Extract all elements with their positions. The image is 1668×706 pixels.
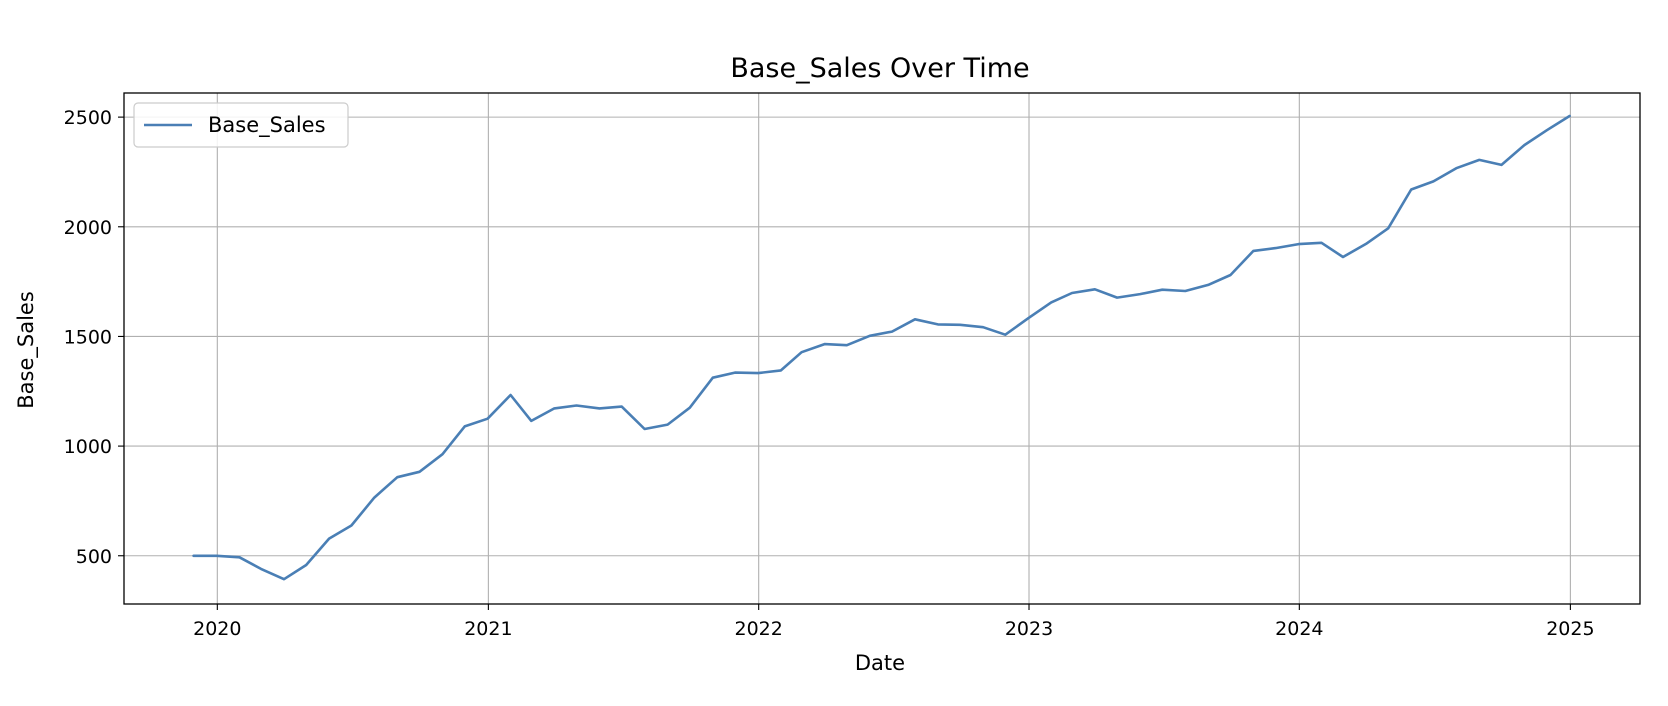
x-tick-label: 2020: [193, 618, 241, 640]
x-axis-title: Date: [855, 651, 905, 675]
y-tick-label: 1500: [64, 326, 112, 348]
legend-box: [133, 102, 349, 148]
series-lines: [192, 114, 1571, 581]
y-tick-label: 2000: [64, 217, 112, 239]
chart-title: Base_Sales Over Time: [730, 53, 1029, 84]
x-axis-ticks: 2020 2021 2022 2023 2024 2025: [193, 604, 1595, 640]
y-axis-title: Base_Sales: [14, 291, 39, 409]
x-tick-label: 2024: [1275, 618, 1323, 640]
legend: Base_Sales: [133, 102, 349, 148]
x-tick-label: 2025: [1546, 618, 1594, 640]
y-axis-ticks: 500 1000 1500 2000 2500: [64, 107, 124, 568]
legend-label: Base_Sales: [208, 113, 326, 138]
series-line-base-sales: [192, 114, 1571, 581]
x-tick-label: 2023: [1005, 618, 1053, 640]
x-tick-label: 2022: [735, 618, 783, 640]
y-tick-label: 500: [76, 546, 112, 568]
plot-frame: [123, 92, 1641, 605]
x-tick-label: 2021: [464, 618, 512, 640]
y-tick-label: 1000: [64, 436, 112, 458]
grid-lines: [124, 93, 1640, 604]
y-tick-label: 2500: [64, 107, 112, 129]
